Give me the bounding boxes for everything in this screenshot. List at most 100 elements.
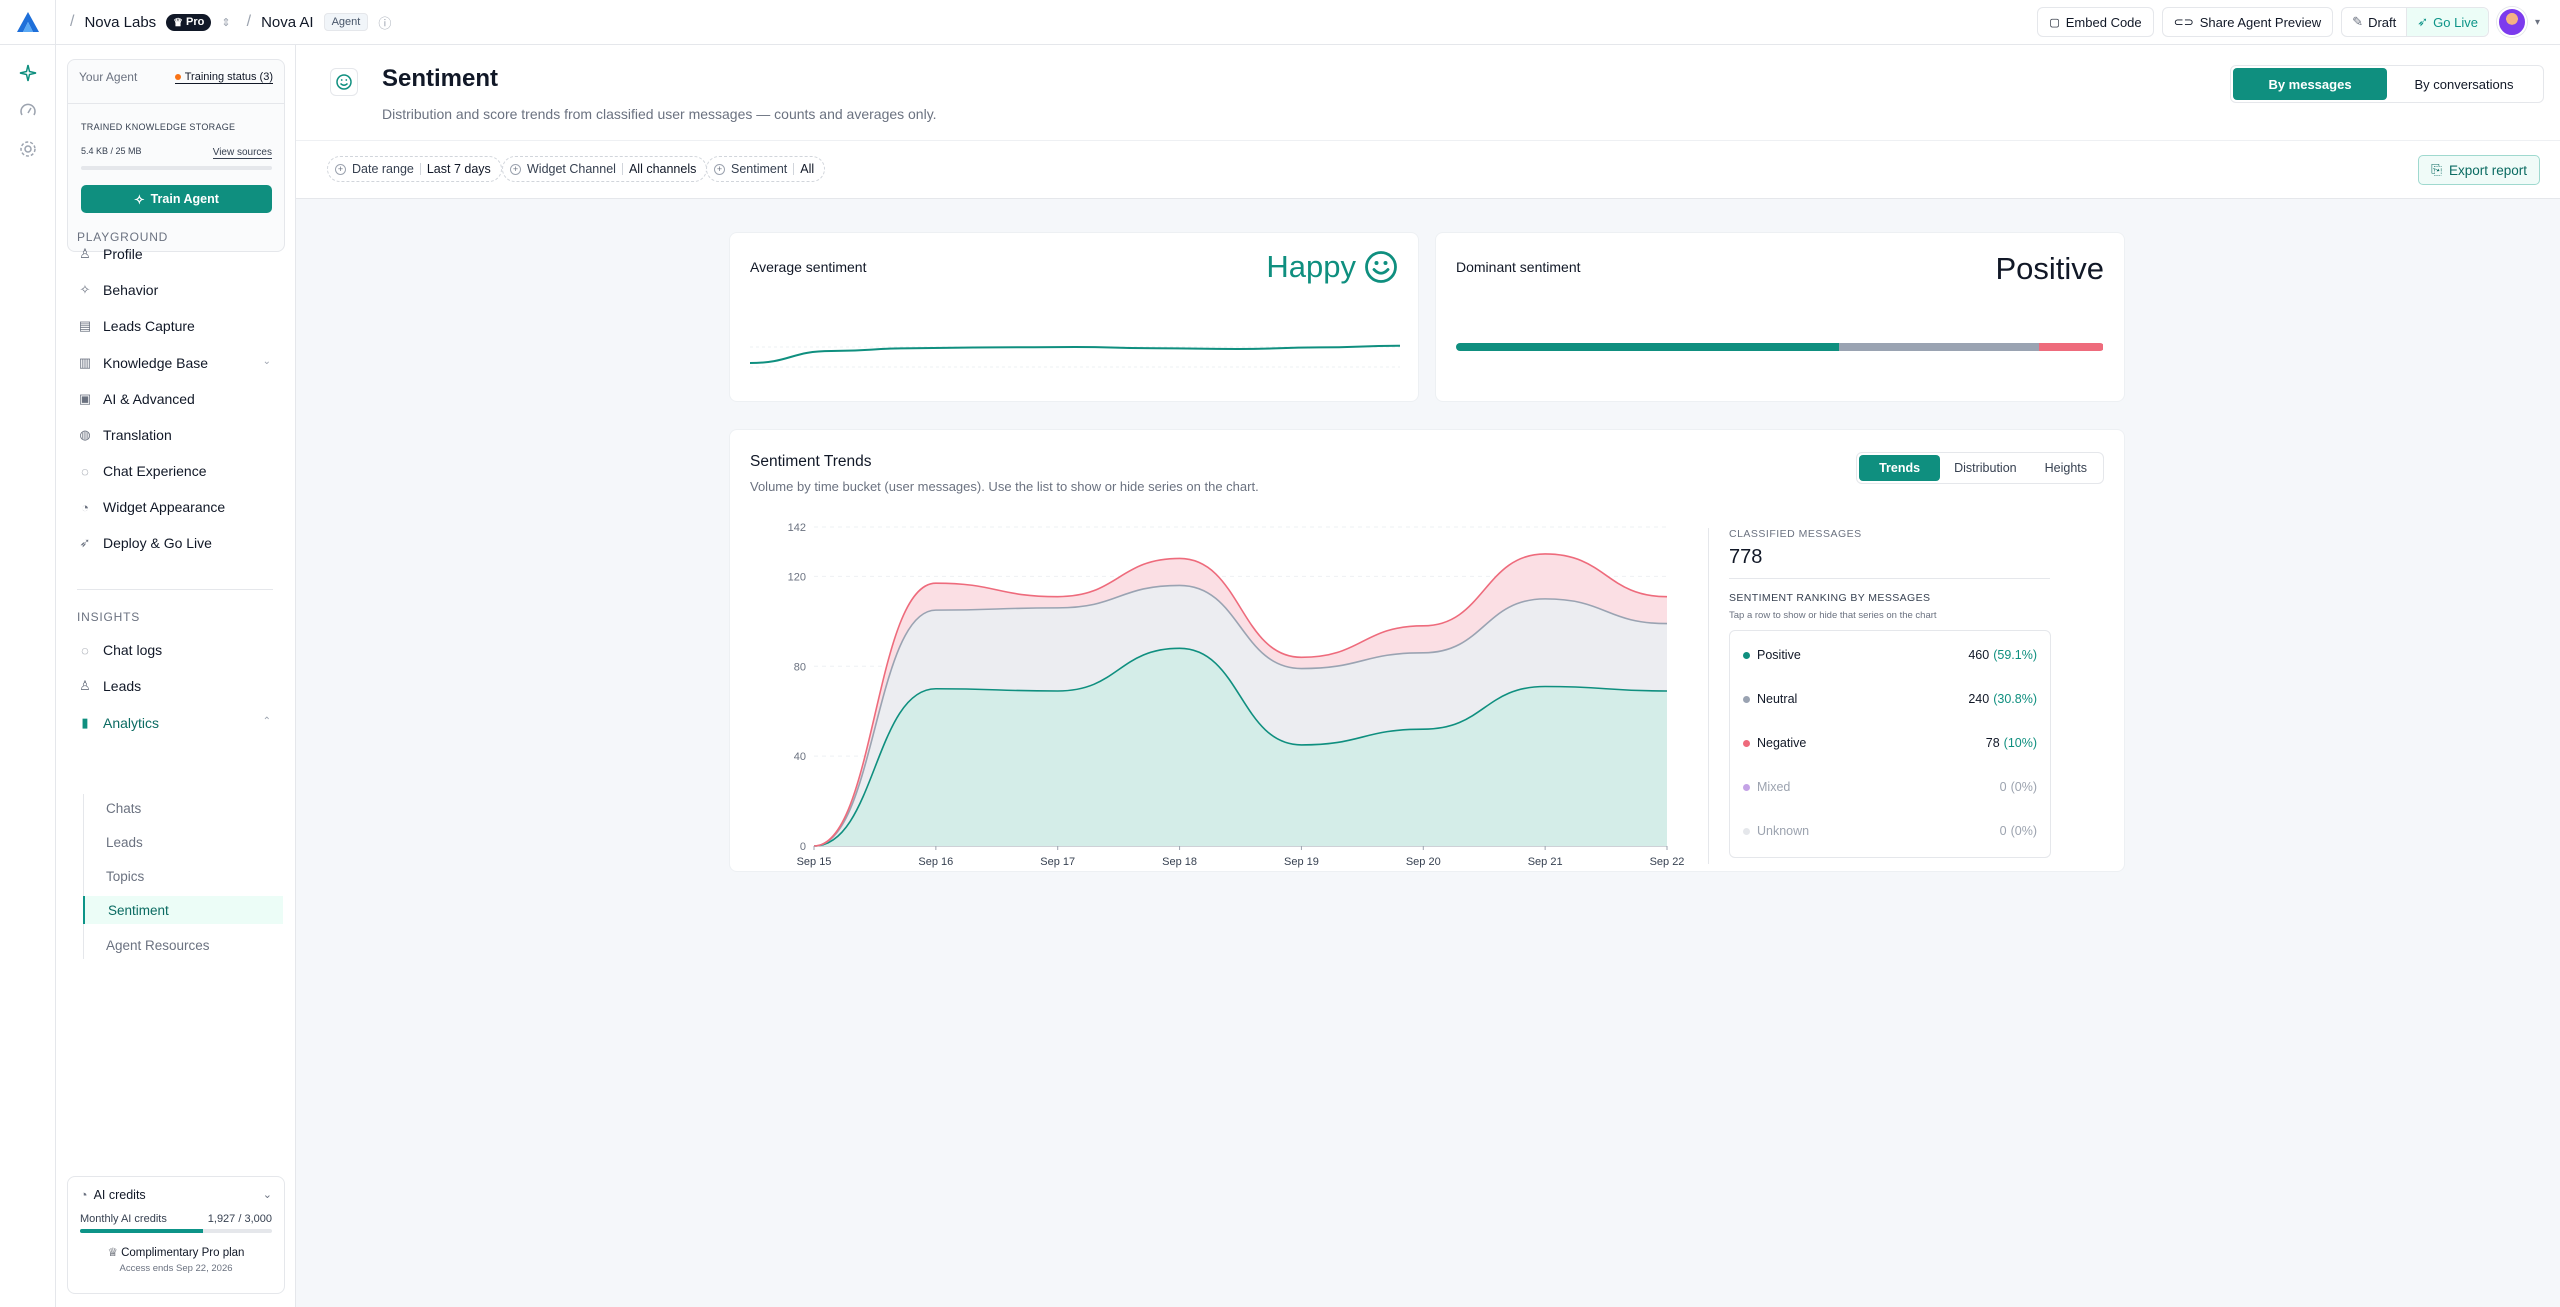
sentiment-page-icon: [330, 68, 358, 96]
sidebar-item-knowledge-base[interactable]: ▥ Knowledge Base ⌄: [77, 349, 277, 377]
export-report-button[interactable]: ⎘ Export report: [2418, 155, 2540, 185]
area-positive: [814, 648, 1667, 846]
view-option-trends[interactable]: Trends: [1859, 455, 1941, 481]
embed-code-button[interactable]: ▢ Embed Code: [2037, 7, 2154, 37]
train-agent-button[interactable]: ✧ Train Agent: [81, 185, 272, 213]
ranking-row-neutral[interactable]: Neutral 240 (30.8%): [1730, 679, 2050, 719]
mode-option-by-messages[interactable]: By messages: [2233, 68, 2387, 100]
view-option-heights[interactable]: Heights: [2044, 461, 2087, 475]
share-preview-button[interactable]: ⊂⊃ Share Agent Preview: [2161, 7, 2334, 37]
ranking-list: Positive 460 (59.1%) Neutral 240 (30.8%) Negat…: [1729, 630, 2051, 858]
code-icon: ▢: [2049, 16, 2060, 29]
sidebar-item-leads-capture[interactable]: ▤ Leads Capture: [77, 312, 277, 340]
ranking-row-negative[interactable]: Negative 78 (10%): [1730, 723, 2050, 763]
rail-settings-icon[interactable]: [18, 139, 38, 159]
sidebar-item-analytics[interactable]: ▮ Analytics ⌃: [77, 709, 277, 737]
filter-chip-widget-channel[interactable]: + Widget Channel All channels: [502, 156, 708, 182]
training-status-link[interactable]: Training status (3): [174, 71, 273, 84]
page-subtitle: Distribution and score trends from class…: [382, 106, 937, 122]
org-name[interactable]: Nova Labs: [84, 13, 157, 31]
access-ends-label: Access ends Sep 22, 2026: [119, 1263, 233, 1274]
y-tick-label: 80: [794, 661, 806, 673]
storage-value: 5.4 KB / 25 MB: [81, 146, 142, 156]
plan-label: Complimentary Pro plan: [121, 1247, 245, 1259]
sentiment-trends-chart: 0 40 80 120 142 Sep 15 Sep 16 Sep 17 Sep 18 Sep 1…: [788, 522, 1685, 868]
analytics-subitem-topics[interactable]: Topics: [106, 868, 145, 884]
user-avatar[interactable]: [2496, 7, 2527, 37]
chevron-down-icon[interactable]: ⌄: [262, 1189, 272, 1201]
go-live-label: Go Live: [2433, 14, 2478, 30]
ranking-row-unknown[interactable]: Unknown 0 (0%): [1730, 811, 2050, 851]
ranking-count: 240: [1968, 692, 1990, 706]
analytics-subitem-agent-resources[interactable]: Agent Resources: [106, 937, 210, 953]
ranking-percent: (0%): [2010, 824, 2037, 838]
insights-section-label: INSIGHTS: [77, 610, 141, 624]
nav-divider: [77, 589, 273, 590]
view-sources-link[interactable]: View sources: [212, 147, 272, 159]
ranking-row-mixed[interactable]: Mixed 0 (0%): [1730, 767, 2050, 807]
analytics-subitem-chats[interactable]: Chats: [106, 800, 142, 816]
analytics-subitem-sentiment[interactable]: Sentiment: [83, 896, 283, 924]
org-switcher-icon[interactable]: ⇕: [221, 16, 231, 29]
area-neutral: [814, 585, 1667, 846]
rail-gauge-icon[interactable]: [18, 101, 38, 121]
ranking-count: 460: [1968, 648, 1990, 662]
pencil-icon: ✎: [2352, 14, 2364, 29]
sidebar-item-label: Analytics: [103, 715, 160, 731]
agent-card: Your Agent Training status (3) TRAINED K…: [67, 59, 285, 252]
chevron-down-icon[interactable]: ▾: [2534, 16, 2540, 28]
export-report-label: Export report: [2448, 162, 2527, 178]
classified-messages-label: CLASSIFIED MESSAGES: [1729, 528, 1862, 540]
agent-name[interactable]: Nova AI: [261, 13, 314, 31]
train-agent-label: Train Agent: [150, 192, 219, 206]
agent-badge: Agent: [323, 13, 369, 31]
plan-badge-label: Pro: [186, 16, 205, 28]
series-dot-icon: [1743, 783, 1750, 791]
sidebar-item-chat-logs[interactable]: ◌ Chat logs: [77, 636, 277, 664]
dominant-sentiment-value: Positive: [1995, 251, 2104, 286]
sidebar-item-label: Leads: [103, 678, 142, 694]
rocket-icon: ➶: [79, 535, 91, 550]
app-logo[interactable]: [0, 0, 56, 45]
trends-title: Sentiment Trends: [750, 453, 872, 470]
ranking-name: Negative: [1757, 736, 1807, 750]
classified-panel: CLASSIFIED MESSAGES 778 SENTIMENT RANKIN…: [1708, 528, 2070, 864]
rocket-icon: ➶: [2417, 14, 2429, 29]
filter-bar: + Date range Last 7 days + Widget Channel All…: [296, 141, 2560, 199]
icon-rail: [0, 45, 56, 1307]
submenu-guide-line: [83, 794, 84, 959]
go-live-button[interactable]: ➶ Go Live: [2406, 8, 2488, 36]
sentiment-share-segment: [1838, 343, 2039, 351]
sidebar-item-label: Profile: [103, 246, 143, 262]
ranking-count: 0: [1999, 780, 2007, 794]
draft-button[interactable]: ✎ Draft: [2342, 8, 2406, 36]
sidebar-item-label: Translation: [103, 427, 172, 443]
plus-icon: +: [335, 163, 346, 175]
globe-icon: ◍: [79, 427, 91, 442]
sidebar-item-chat-experience[interactable]: ◌ Chat Experience: [77, 457, 277, 485]
sidebar-item-widget-appearance[interactable]: ◔ Widget Appearance: [77, 493, 277, 521]
view-option-distribution[interactable]: Distribution: [1954, 461, 2017, 475]
page-title: Sentiment: [382, 65, 499, 92]
embed-code-label: Embed Code: [2065, 14, 2142, 30]
logo-icon: [16, 12, 39, 32]
ranking-label: SENTIMENT RANKING BY MESSAGES: [1729, 592, 1931, 604]
ranking-percent: (30.8%): [1993, 692, 2037, 706]
filter-separator: [621, 163, 623, 175]
sidebar-item-translation[interactable]: ◍ Translation: [77, 421, 277, 449]
filter-chip-date-range[interactable]: + Date range Last 7 days: [327, 156, 502, 182]
analytics-subitem-leads[interactable]: Leads: [106, 834, 143, 850]
rail-agent-icon[interactable]: [18, 63, 38, 83]
info-icon[interactable]: ⓘ: [378, 15, 392, 31]
sidebar-item-ai-advanced[interactable]: ▣ AI & Advanced: [77, 385, 277, 413]
sidebar-item-profile[interactable]: ♙ Profile: [77, 240, 277, 268]
chat-icon: ◌: [81, 642, 89, 658]
sentiment-share-segment: [2038, 343, 2104, 351]
mode-option-by-conversations[interactable]: By conversations: [2414, 76, 2514, 92]
ranking-row-positive[interactable]: Positive 460 (59.1%): [1730, 635, 2050, 675]
filter-chip-sentiment[interactable]: + Sentiment All: [706, 156, 826, 182]
sidebar-item-deploy-go-live[interactable]: ➶ Deploy & Go Live: [77, 529, 277, 557]
sidebar-item-leads[interactable]: ♙ Leads: [77, 672, 277, 700]
sidebar-item-behavior[interactable]: ✧ Behavior: [77, 276, 277, 304]
x-tick-label: Sep 17: [1040, 856, 1075, 868]
